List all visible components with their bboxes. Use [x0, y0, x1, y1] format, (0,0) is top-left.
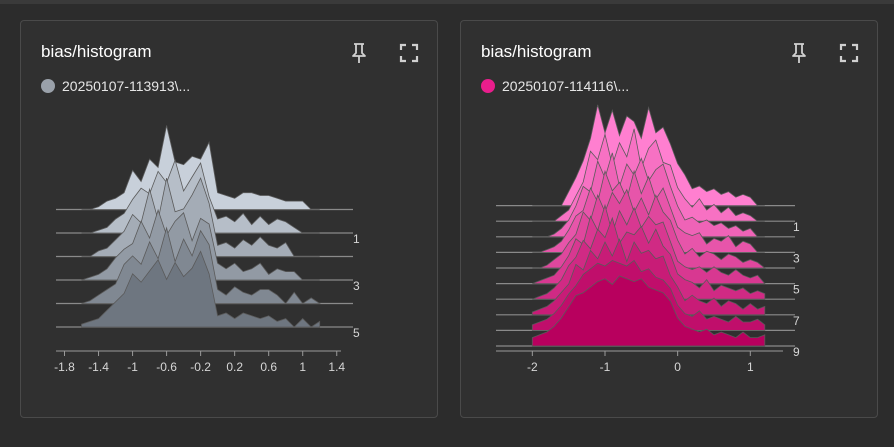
x-tick-label: 0 [674, 360, 681, 374]
fullscreen-icon [839, 43, 859, 63]
run-legend: 20250107-113913\... [41, 78, 190, 94]
fullscreen-button[interactable] [397, 41, 421, 65]
x-tick-label: -1.8 [54, 360, 75, 374]
histogram-area [531, 275, 766, 347]
x-tick-label: -0.2 [190, 360, 211, 374]
x-tick-label: 1 [747, 360, 754, 374]
x-tick-label: 1.4 [328, 360, 345, 374]
step-tick-label: 1 [793, 220, 800, 234]
x-tick-label: 1 [299, 360, 306, 374]
x-tick-label: -1 [600, 360, 611, 374]
run-color-dot [481, 79, 495, 93]
step-tick-label: 7 [793, 314, 800, 328]
x-tick-label: -1.4 [88, 360, 109, 374]
pin-icon [352, 43, 366, 63]
fullscreen-button[interactable] [837, 41, 861, 65]
histogram-area [81, 250, 321, 328]
histogram-step-9 [496, 275, 795, 347]
histogram-card-2: bias/histogram 20250107-114116\... 1 3 5 7 9… [460, 20, 878, 418]
run-label: 20250107-113913\... [62, 78, 191, 94]
card-title: bias/histogram [41, 42, 152, 61]
top-divider [0, 0, 894, 4]
histogram-step-5 [56, 250, 353, 328]
step-tick-label: 3 [793, 251, 800, 265]
histogram-chart[interactable]: 1 3 5 -1.8 -1.4 -1 -0.6 -0.2 0.2 0.6 1 1.4 [21, 101, 439, 401]
histogram-chart[interactable]: 1 3 5 7 9 -2 -1 0 1 [461, 101, 879, 401]
x-tick-label: -1 [127, 360, 138, 374]
x-tick-label: 0.2 [226, 360, 243, 374]
step-tick-label: 3 [353, 279, 360, 293]
run-color-dot [41, 79, 55, 93]
x-tick-label: -2 [527, 360, 538, 374]
run-legend: 20250107-114116\... [481, 78, 629, 94]
step-tick-label: 1 [353, 232, 360, 246]
card-title: bias/histogram [481, 42, 592, 61]
step-tick-label: 5 [793, 283, 800, 297]
x-tick-label: -0.6 [156, 360, 177, 374]
run-label: 20250107-114116\... [502, 78, 630, 94]
histogram-card-1: bias/histogram 20250107-113913\... 1 3 5 -1… [20, 20, 438, 418]
step-tick-label: 5 [353, 326, 360, 340]
x-tick-label: 0.6 [260, 360, 277, 374]
pin-icon [792, 43, 806, 63]
step-tick-label: 9 [793, 345, 800, 359]
pin-button[interactable] [787, 41, 811, 65]
pin-button[interactable] [347, 41, 371, 65]
fullscreen-icon [399, 43, 419, 63]
